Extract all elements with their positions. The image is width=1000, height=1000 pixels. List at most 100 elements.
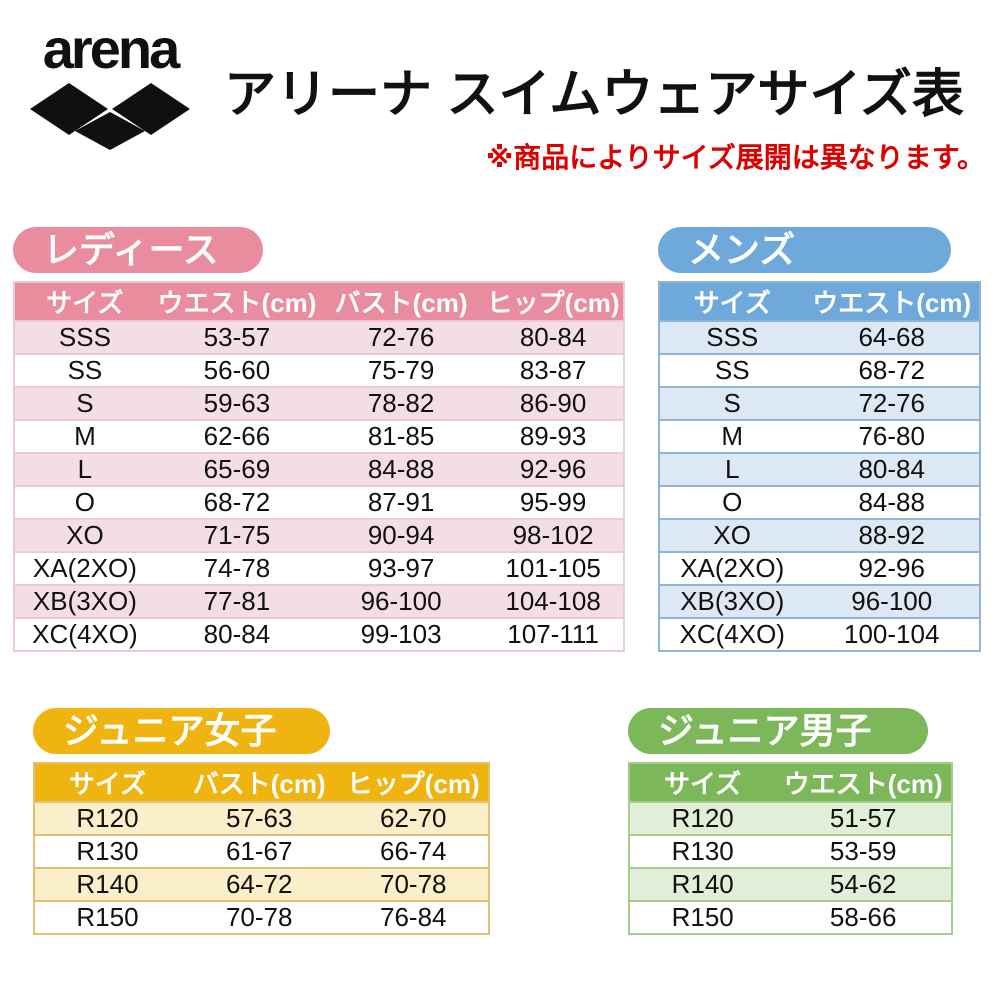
size-cell: XC(4XO) — [14, 617, 155, 652]
ladies-section-label: レディース — [13, 227, 263, 273]
size-cell: M — [14, 419, 155, 454]
column-header: バスト(cm) — [179, 762, 339, 803]
measurement-cell: 98-102 — [483, 518, 624, 553]
measurement-cell: 53-59 — [775, 834, 952, 869]
table-row: M 76-80 — [659, 419, 980, 454]
column-header: ヒップ(cm) — [483, 281, 624, 322]
table-row: L 80-84 — [659, 452, 980, 487]
arena-logo: arena — [24, 19, 196, 150]
size-cell: M — [659, 419, 805, 454]
measurement-cell: 75-79 — [318, 353, 484, 388]
table-row: R130 61-67 66-74 — [34, 834, 489, 869]
table-row: XO 88-92 — [659, 518, 980, 553]
table-row: R120 51-57 — [629, 801, 952, 836]
column-header: サイズ — [629, 762, 776, 803]
size-cell: R150 — [34, 900, 180, 935]
measurement-cell: 74-78 — [154, 551, 319, 586]
junior-boys-size-table: サイズ ウエスト(cm) R120 51-57 R130 53-59 R140 54-62 R1… — [628, 762, 953, 935]
column-header: ウエスト(cm) — [804, 281, 980, 322]
measurement-cell: 84-88 — [804, 485, 980, 520]
measurement-cell: 64-72 — [179, 867, 339, 902]
measurement-cell: 54-62 — [775, 867, 952, 902]
measurement-cell: 80-84 — [154, 617, 319, 652]
table-row: R130 53-59 — [629, 834, 952, 869]
measurement-cell: 62-70 — [338, 801, 489, 836]
measurement-cell: 80-84 — [804, 452, 980, 487]
header-row: サイズ ウエスト(cm) — [629, 762, 952, 803]
table-row: XC(4XO) 100-104 — [659, 617, 980, 652]
junior-boys-section-label: ジュニア男子 — [628, 708, 928, 754]
measurement-cell: 70-78 — [338, 867, 489, 902]
table-row: R120 57-63 62-70 — [34, 801, 489, 836]
table-row: XB(3XO) 96-100 — [659, 584, 980, 619]
measurement-cell: 84-88 — [318, 452, 484, 487]
size-cell: L — [659, 452, 805, 487]
measurement-cell: 87-91 — [318, 485, 484, 520]
mens-size-table: サイズ ウエスト(cm) SSS 64-68 SS 68-72 S 72-76 M 76-80 L 8… — [658, 281, 981, 652]
measurement-cell: 107-111 — [483, 617, 624, 652]
table-row: S 59-63 78-82 86-90 — [14, 386, 624, 421]
size-cell: S — [659, 386, 805, 421]
measurement-cell: 72-76 — [318, 320, 484, 355]
size-cell: O — [659, 485, 805, 520]
table-row: L 65-69 84-88 92-96 — [14, 452, 624, 487]
column-header: ヒップ(cm) — [338, 762, 489, 803]
size-cell: R120 — [629, 801, 776, 836]
measurement-cell: 56-60 — [154, 353, 319, 388]
ladies-size-table: サイズ ウエスト(cm) バスト(cm) ヒップ(cm) SSS 53-57 72-76 80… — [13, 281, 625, 652]
size-cell: SS — [659, 353, 805, 388]
junior-girls-size-table: サイズ バスト(cm) ヒップ(cm) R120 57-63 62-70 R130 61-67… — [33, 762, 490, 935]
measurement-cell: 99-103 — [318, 617, 484, 652]
size-cell: XO — [14, 518, 155, 553]
measurement-cell: 80-84 — [483, 320, 624, 355]
measurement-cell: 72-76 — [804, 386, 980, 421]
table-row: SS 68-72 — [659, 353, 980, 388]
table-row: O 68-72 87-91 95-99 — [14, 485, 624, 520]
size-cell: XC(4XO) — [659, 617, 805, 652]
measurement-cell: 89-93 — [483, 419, 624, 454]
measurement-cell: 51-57 — [775, 801, 952, 836]
column-header: サイズ — [14, 281, 155, 322]
measurement-cell: 101-105 — [483, 551, 624, 586]
size-cell: R130 — [629, 834, 776, 869]
measurement-cell: 70-78 — [179, 900, 339, 935]
measurement-cell: 61-67 — [179, 834, 339, 869]
measurement-cell: 95-99 — [483, 485, 624, 520]
column-header: ウエスト(cm) — [154, 281, 319, 322]
size-cell: R140 — [629, 867, 776, 902]
measurement-cell: 93-97 — [318, 551, 484, 586]
table-row: O 84-88 — [659, 485, 980, 520]
table-row: R150 58-66 — [629, 900, 952, 935]
junior-girls-section-label: ジュニア女子 — [33, 708, 330, 754]
measurement-cell: 58-66 — [775, 900, 952, 935]
header-row: サイズ ウエスト(cm) — [659, 281, 980, 322]
table-row: S 72-76 — [659, 386, 980, 421]
column-header: バスト(cm) — [318, 281, 484, 322]
size-cell: XA(2XO) — [659, 551, 805, 586]
size-cell: XO — [659, 518, 805, 553]
measurement-cell: 68-72 — [154, 485, 319, 520]
measurement-cell: 77-81 — [154, 584, 319, 619]
measurement-cell: 96-100 — [318, 584, 484, 619]
measurement-cell: 86-90 — [483, 386, 624, 421]
header-row: サイズ ウエスト(cm) バスト(cm) ヒップ(cm) — [14, 281, 624, 322]
size-cell: XB(3XO) — [659, 584, 805, 619]
measurement-cell: 68-72 — [804, 353, 980, 388]
size-cell: R150 — [629, 900, 776, 935]
junior-boys-section: ジュニア男子 サイズ ウエスト(cm) R120 51-57 R130 53-59 R140… — [628, 708, 953, 935]
measurement-cell: 83-87 — [483, 353, 624, 388]
measurement-cell: 53-57 — [154, 320, 319, 355]
size-cell: XA(2XO) — [14, 551, 155, 586]
measurement-cell: 66-74 — [338, 834, 489, 869]
measurement-cell: 64-68 — [804, 320, 980, 355]
measurement-cell: 76-80 — [804, 419, 980, 454]
page-title: アリーナ スイムウェアサイズ表 — [224, 66, 964, 124]
table-row: R140 54-62 — [629, 867, 952, 902]
table-row: SS 56-60 75-79 83-87 — [14, 353, 624, 388]
table-row: M 62-66 81-85 89-93 — [14, 419, 624, 454]
size-cell: O — [14, 485, 155, 520]
measurement-cell: 76-84 — [338, 900, 489, 935]
arena-diamonds-icon — [30, 82, 190, 150]
ladies-section: レディース サイズ ウエスト(cm) バスト(cm) ヒップ(cm) SSS 53-57 7… — [13, 227, 625, 652]
table-row: SSS 64-68 — [659, 320, 980, 355]
